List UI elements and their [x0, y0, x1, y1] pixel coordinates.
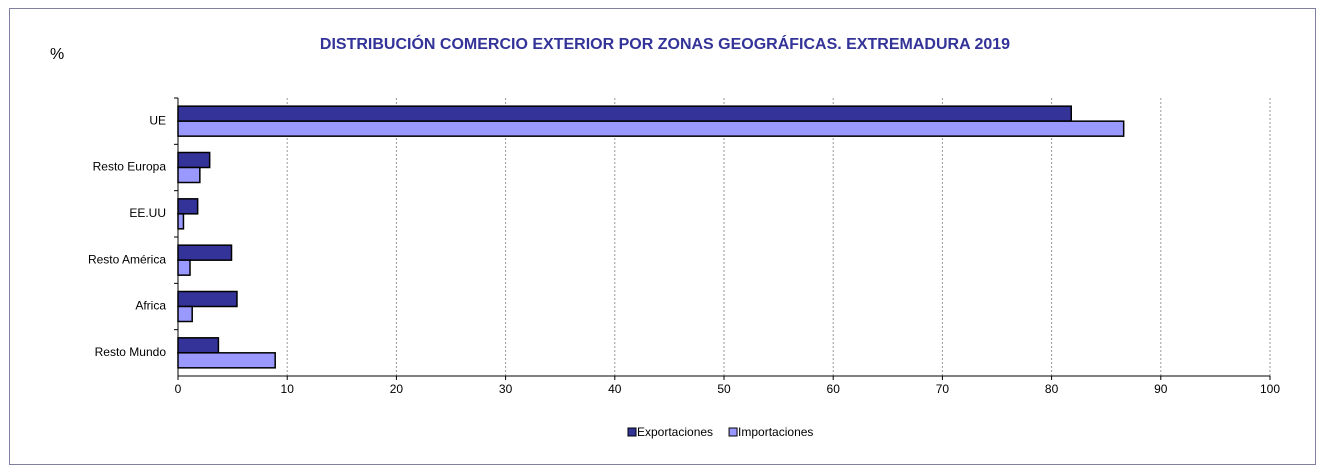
- bar: [177, 305, 193, 323]
- chart-frame: [9, 8, 1316, 465]
- x-tick-label: 90: [1154, 382, 1168, 396]
- x-tick-label: 40: [608, 382, 622, 396]
- y-tick-label: Africa: [135, 299, 166, 313]
- x-tick-label: 50: [717, 382, 731, 396]
- x-tick-label: 60: [827, 382, 841, 396]
- legend-label: Importaciones: [738, 425, 813, 439]
- x-tick-label: 0: [175, 382, 182, 396]
- bar: [177, 105, 1073, 122]
- y-tick-label: Resto Europa: [93, 160, 167, 174]
- bar: [177, 244, 233, 261]
- y-tick-label: Resto América: [88, 252, 166, 266]
- x-tick-label: 80: [1045, 382, 1059, 396]
- bar: [177, 352, 276, 369]
- y-axis-label: %: [50, 46, 64, 63]
- chart-title: DISTRIBUCIÓN COMERCIO EXTERIOR POR ZONAS…: [320, 34, 1010, 53]
- x-tick-label: 100: [1260, 382, 1280, 396]
- bar: [177, 337, 220, 354]
- x-tick-label: 20: [390, 382, 404, 396]
- bar: [177, 198, 199, 215]
- legend-swatch: [627, 427, 637, 437]
- bar: [177, 120, 1125, 137]
- bar: [177, 259, 191, 276]
- legend-label: Exportaciones: [637, 425, 713, 439]
- y-tick-label: Resto Mundo: [95, 345, 167, 359]
- bar: [177, 213, 185, 230]
- y-tick-label: EE.UU: [129, 206, 166, 220]
- bar: [177, 151, 211, 169]
- x-tick-label: 10: [281, 382, 295, 396]
- legend-swatch: [728, 427, 738, 437]
- x-tick-label: 30: [499, 382, 513, 396]
- bar: [177, 290, 238, 308]
- y-tick-label: UE: [149, 113, 166, 127]
- bar: [177, 166, 201, 184]
- x-tick-label: 70: [936, 382, 950, 396]
